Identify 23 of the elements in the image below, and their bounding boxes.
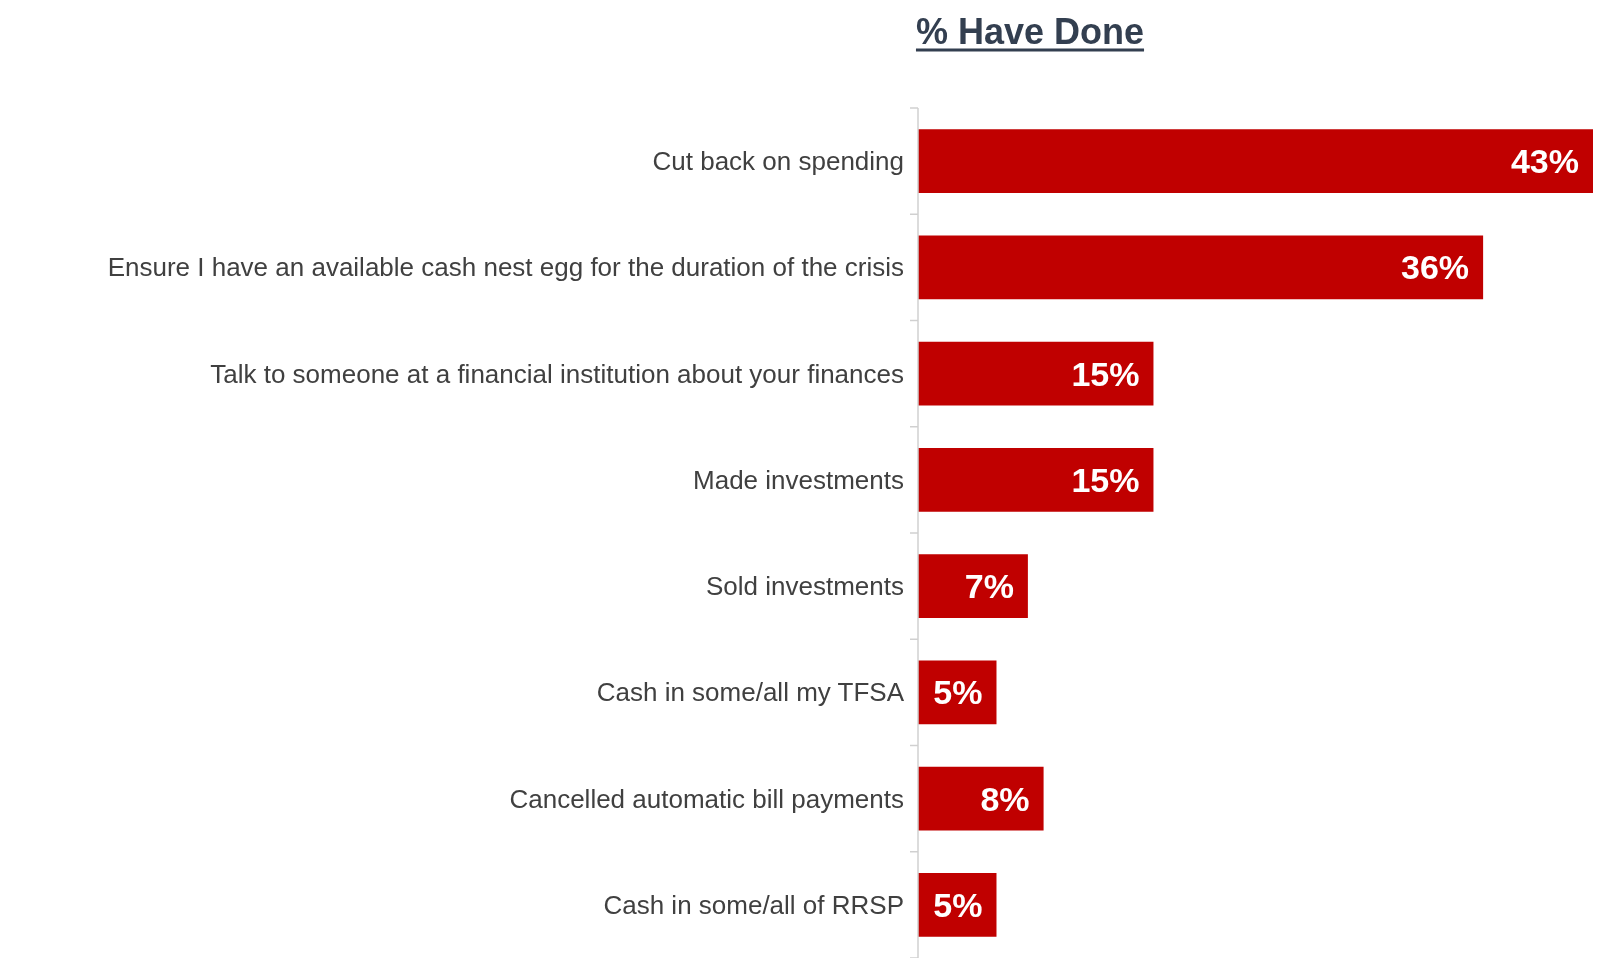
y-tick-label: Cut back on spending	[652, 146, 904, 177]
chart-title: % Have Done	[915, 11, 1145, 52]
y-tick-label: Ensure I have an available cash nest egg for the duration of the crisis	[107, 252, 904, 283]
data-label: 15%	[1071, 354, 1140, 393]
data-label: 5%	[933, 885, 983, 924]
y-tick-label: Made investments	[693, 464, 904, 495]
bar	[918, 448, 1154, 512]
data-label: 5%	[933, 673, 983, 712]
data-label: 7%	[964, 567, 1014, 606]
y-tick-label: Sold investments	[706, 571, 904, 602]
data-label: 8%	[980, 779, 1030, 818]
data-label: 43%	[1510, 142, 1579, 181]
bar	[918, 766, 1044, 831]
bar	[918, 341, 1154, 406]
data-label: 15%	[1071, 460, 1140, 499]
y-tick-label: Cash in some/all of RRSP	[603, 889, 904, 920]
y-tick-label: Cash in some/all my TFSA	[596, 677, 905, 708]
y-tick-label: Talk to someone at a financial institution about your finances	[210, 358, 904, 389]
bar	[918, 235, 1484, 300]
bar	[918, 554, 1028, 618]
data-label: 36%	[1401, 248, 1470, 287]
bar	[918, 129, 1593, 193]
y-tick-label: Cancelled automatic bill payments	[509, 783, 904, 814]
